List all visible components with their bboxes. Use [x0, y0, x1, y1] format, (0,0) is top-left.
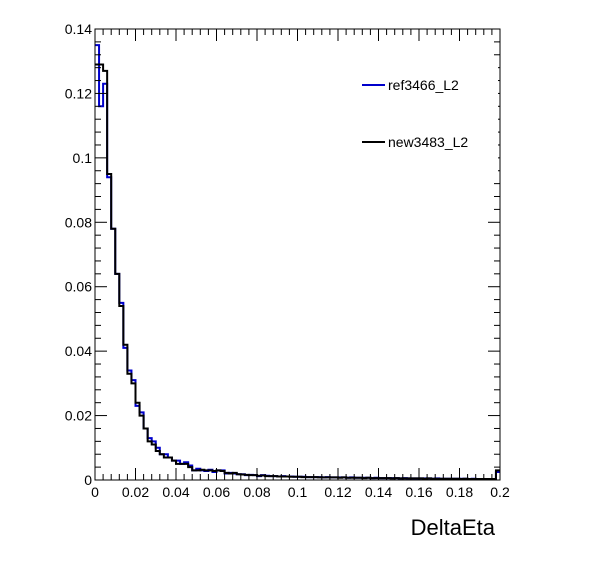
y-tick-label: 0.06 — [65, 279, 92, 295]
series-layer — [95, 44, 500, 481]
legend-box — [358, 62, 498, 172]
y-tick-label: 0.02 — [65, 408, 92, 424]
x-axis-title: DeltaEta — [411, 515, 496, 540]
y-tick-label: 0.12 — [65, 85, 92, 101]
y-tick-label: 0.14 — [65, 21, 92, 37]
x-tick-label: 0.02 — [122, 484, 149, 500]
x-tick-label: 0.18 — [446, 484, 473, 500]
legend-label-ref3466-l2: ref3466_L2 — [388, 77, 459, 93]
y-tick-label: 0 — [84, 472, 92, 488]
x-tick-label: 0.08 — [243, 484, 270, 500]
x-tick-label: 0.12 — [324, 484, 351, 500]
legend-label-new3483-l2: new3483_L2 — [388, 134, 468, 150]
x-tick-label: 0 — [91, 484, 99, 500]
x-tick-label: 0.06 — [203, 484, 230, 500]
legend: ref3466_L2 new3483_L2 — [358, 62, 498, 172]
tick-labels-layer: 0 0.02 0.04 0.06 0.08 0.1 0.12 0.14 0.16 0.18 0.2 0… — [65, 21, 510, 500]
series-line-new3483-l2 — [95, 63, 500, 481]
x-tick-label: 0.2 — [490, 484, 510, 500]
x-tick-label: 0.1 — [288, 484, 308, 500]
y-tick-label: 0.04 — [65, 343, 92, 359]
y-tick-label: 0.1 — [73, 150, 93, 166]
x-tick-label: 0.04 — [162, 484, 189, 500]
y-tick-label: 0.08 — [65, 214, 92, 230]
x-tick-label: 0.16 — [405, 484, 432, 500]
x-tick-label: 0.14 — [365, 484, 392, 500]
